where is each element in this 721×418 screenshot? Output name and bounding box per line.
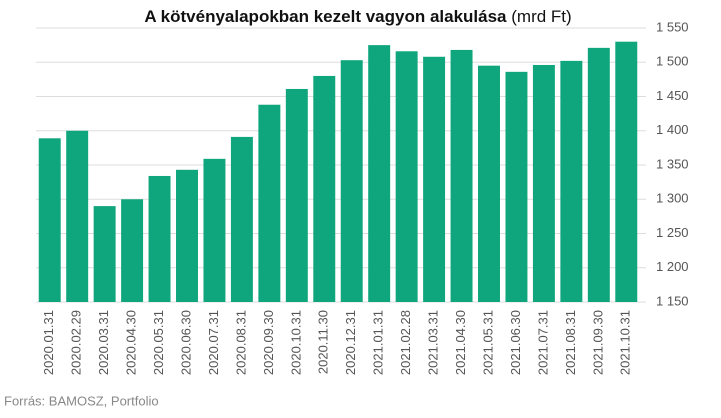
- bar: [368, 45, 391, 302]
- x-tick-label: 2020.11.30: [316, 310, 331, 374]
- bar: [505, 71, 528, 302]
- bar: [560, 60, 583, 302]
- y-tick-label: 1 250: [656, 225, 689, 240]
- x-tick-label: 2020.04.30: [124, 310, 139, 375]
- bar: [395, 51, 418, 302]
- bar: [203, 158, 226, 302]
- bar: [615, 41, 638, 302]
- bar: [313, 75, 336, 302]
- x-tick-label: 2021.03.31: [426, 310, 441, 375]
- unit: (mrd Ft): [511, 7, 571, 26]
- x-tick-label: 2021.06.30: [508, 310, 523, 375]
- x-tick-label: 2020.10.31: [288, 310, 303, 375]
- y-tick-label: 1 200: [656, 259, 689, 274]
- x-tick-label: 2021.08.31: [563, 310, 578, 375]
- bar: [340, 60, 363, 302]
- x-tick-label: 2020.08.31: [233, 310, 248, 375]
- bar: [478, 65, 500, 302]
- x-tick-label: 2021.02.28: [398, 310, 413, 375]
- x-tick-label: 2020.02.29: [69, 310, 84, 375]
- y-tick-label: 1 350: [656, 156, 689, 171]
- y-tick-label: 1 150: [656, 293, 689, 308]
- x-tick-label: 2020.05.31: [151, 310, 166, 375]
- x-tick-label: 2021.09.30: [590, 310, 605, 375]
- bar: [587, 47, 610, 302]
- x-tick-label: 2021.07.31: [535, 310, 550, 375]
- x-tick-label: 2021.04.30: [453, 310, 468, 375]
- bar: [423, 56, 446, 302]
- bar: [93, 206, 116, 302]
- x-tick-label: 2020.01.31: [41, 310, 56, 375]
- x-tick-label: 2020.03.31: [96, 310, 111, 375]
- y-tick-label: 1 300: [656, 191, 689, 206]
- bar: [258, 104, 281, 302]
- x-tick-label: 2020.09.30: [261, 310, 276, 375]
- chart-title: A kötvényalapokban kezelt vagyon alakulá…: [144, 7, 507, 26]
- chart-title-block: A kötvényalapokban kezelt vagyon alakulá…: [144, 7, 571, 26]
- y-tick-label: 1 400: [656, 122, 689, 137]
- y-tick-label: 1 500: [656, 54, 689, 69]
- x-tick-label: 2020.06.30: [178, 310, 193, 375]
- x-tick-label: 2021.10.31: [618, 310, 633, 375]
- source: Forrás: BAMOSZ, Portfolio: [4, 393, 159, 408]
- x-tick-label: 2021.01.31: [371, 310, 386, 375]
- bar: [66, 130, 89, 302]
- bar: [450, 49, 473, 302]
- x-tick-label: 2021.05.31: [480, 310, 495, 375]
- y-tick-label: 1 550: [656, 19, 689, 34]
- bar: [176, 169, 198, 302]
- bar: [230, 136, 253, 302]
- x-tick-label: 2020.07.31: [206, 310, 221, 375]
- bar: [148, 175, 171, 302]
- y-tick-label: 1 450: [656, 88, 689, 103]
- bar: [121, 199, 144, 302]
- bar: [285, 88, 308, 302]
- bar: [38, 138, 61, 302]
- x-tick-label: 2020.12.31: [343, 310, 358, 375]
- bar: [532, 64, 555, 303]
